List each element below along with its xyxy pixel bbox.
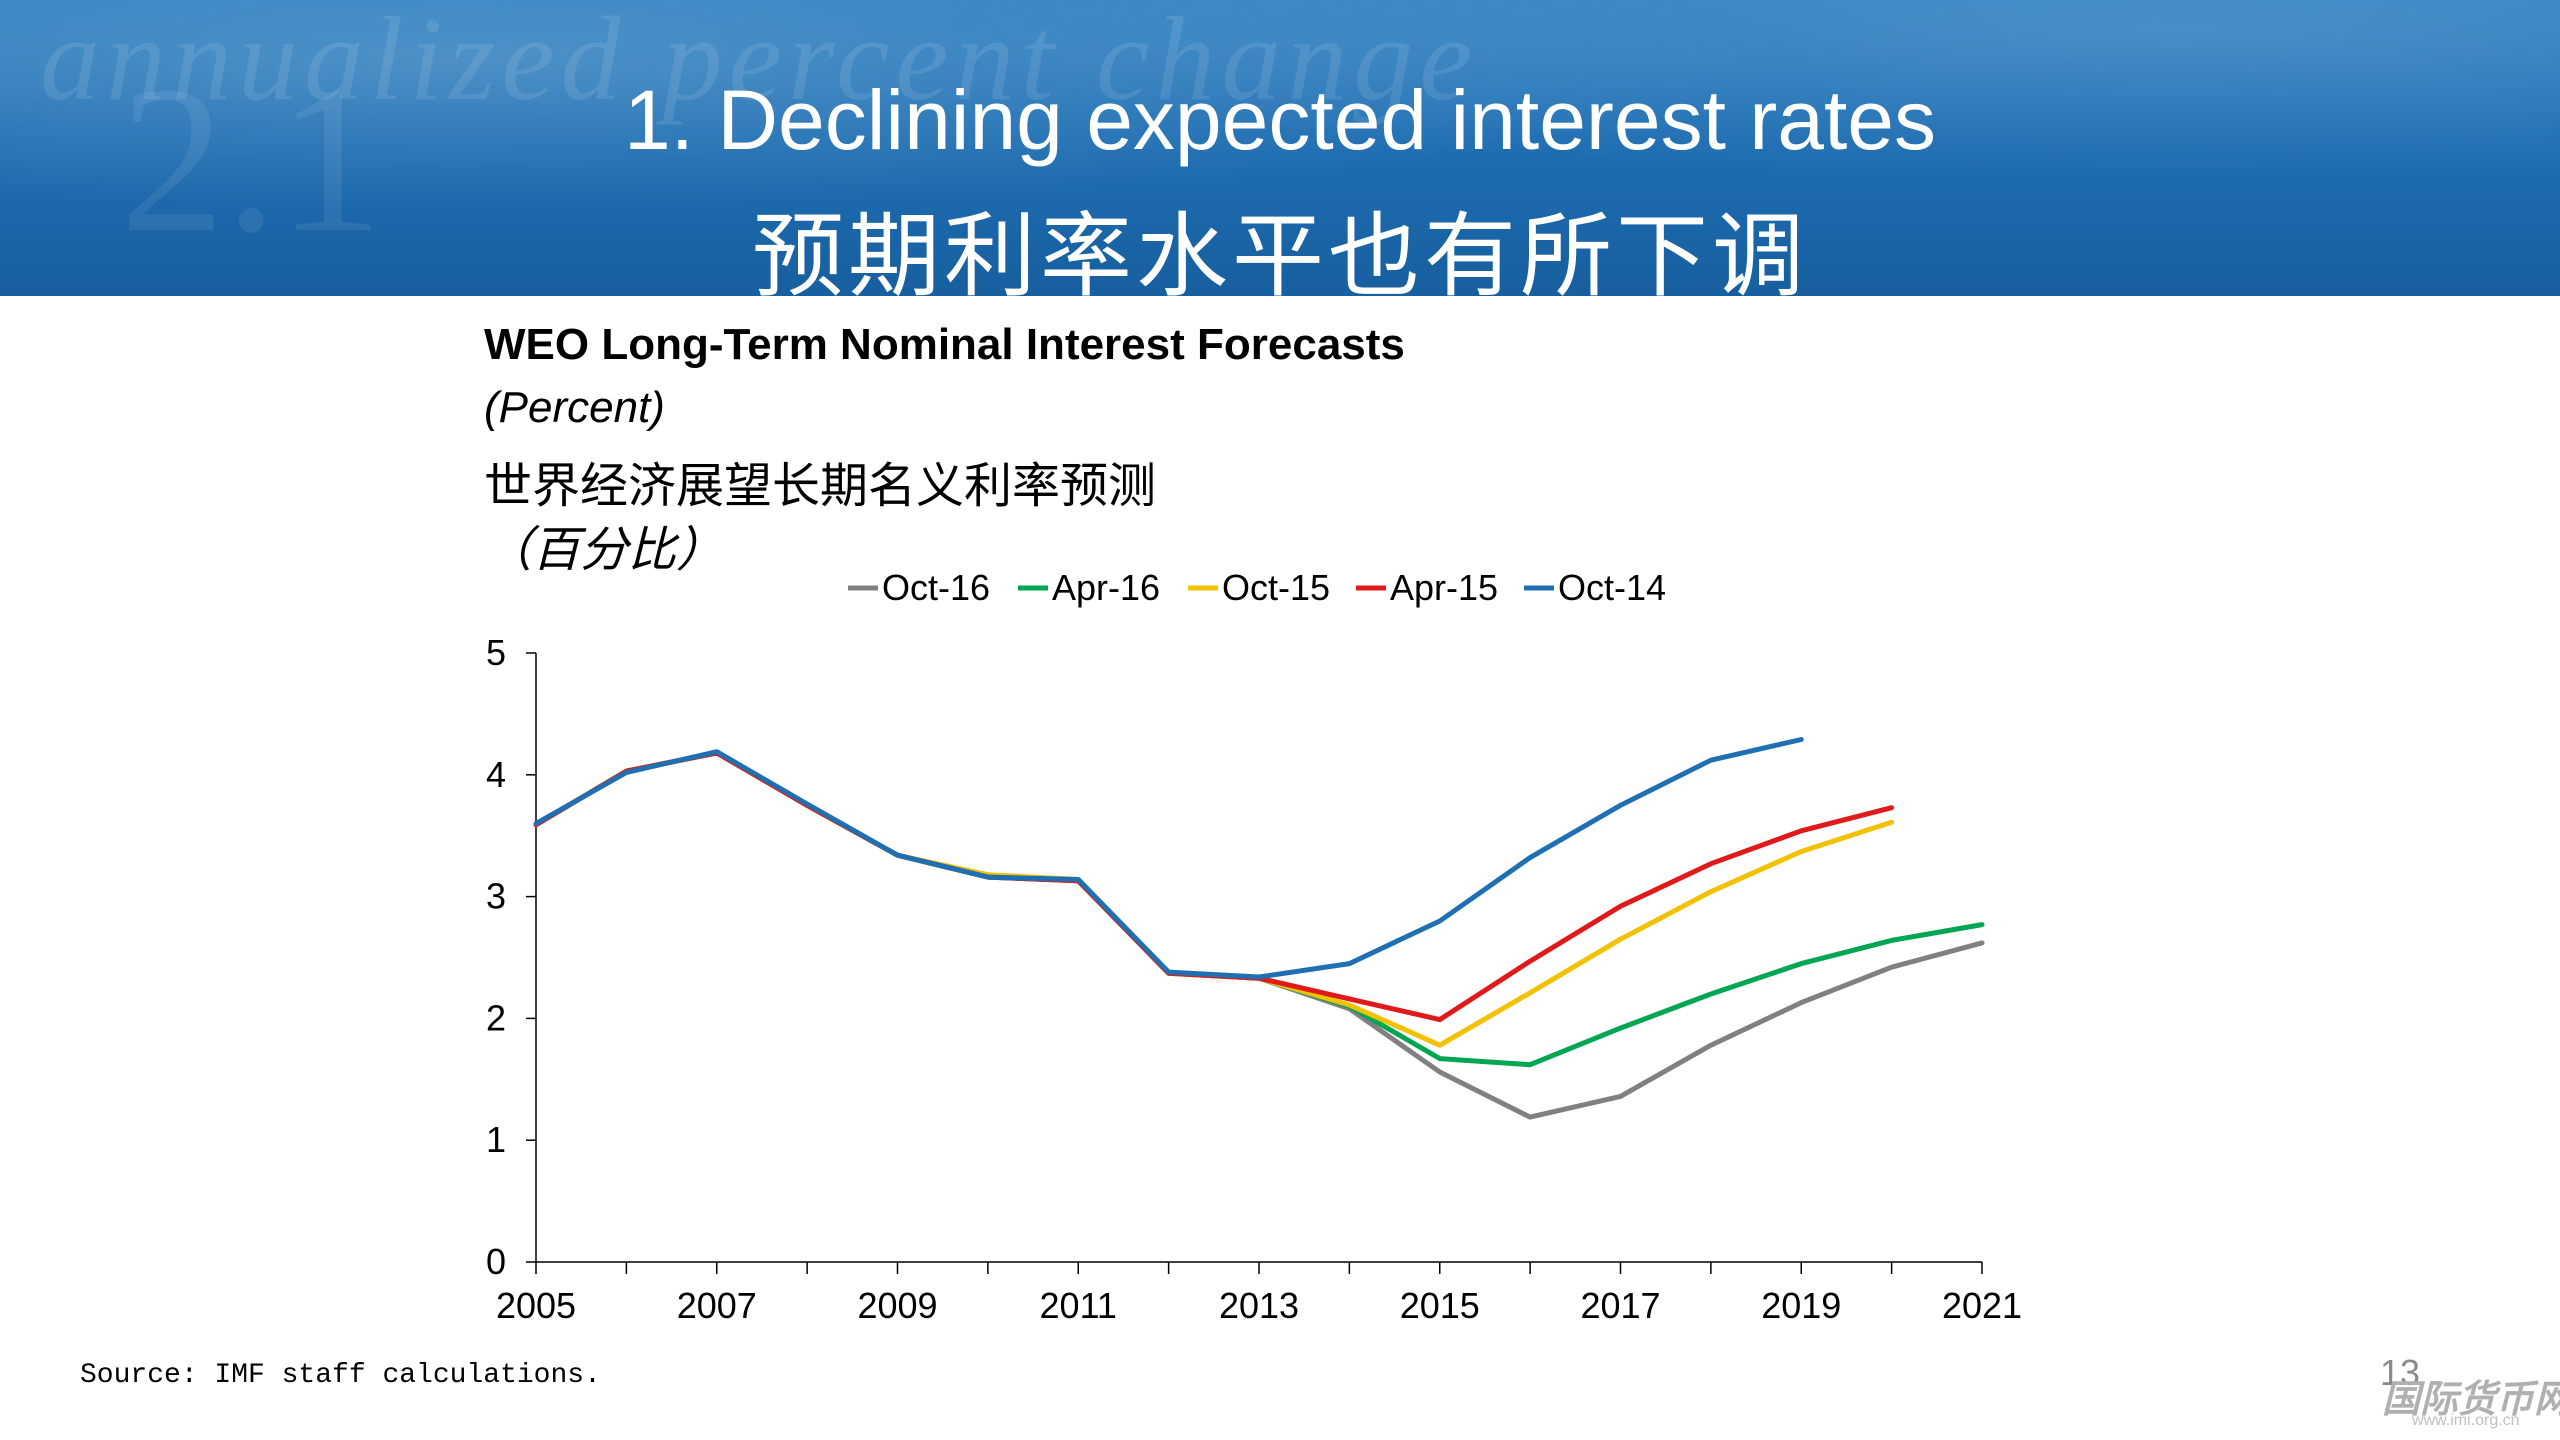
legend-label-oct-15: Oct-15	[1222, 567, 1330, 608]
x-tick-label: 2015	[1400, 1285, 1480, 1326]
series-line-oct-16	[533, 750, 1985, 1120]
x-tick-label: 2007	[677, 1285, 757, 1326]
banner-decoration-number: 2.1	[120, 44, 383, 276]
series-line-apr-15	[533, 750, 1895, 1023]
chart-unit: (Percent)	[484, 383, 665, 432]
x-tick-label: 2005	[496, 1285, 576, 1326]
legend-label-oct-14: Oct-14	[1558, 567, 1666, 608]
source-note: Source: IMF staff calculations.	[80, 1360, 601, 1391]
y-tick-label: 4	[486, 754, 506, 795]
page-number: 13	[2380, 1352, 2421, 1393]
slide-title-chinese: 预期利率水平也有所下调	[751, 203, 1808, 296]
x-tick-label: 2019	[1761, 1285, 1841, 1326]
y-tick-label: 3	[486, 876, 506, 917]
logo-url: www.imi.org.cn	[2412, 1412, 2520, 1429]
chart-title: WEO Long-Term Nominal Interest Forecasts	[484, 320, 1405, 369]
logo-text: 国际货币网	[2382, 1376, 2560, 1421]
legend-label-apr-16: Apr-16	[1052, 567, 1160, 608]
legend-label-apr-15: Apr-15	[1390, 567, 1498, 608]
y-tick-label: 1	[486, 1119, 506, 1160]
series-line-oct-14	[533, 737, 1804, 980]
y-tick-label: 2	[486, 997, 506, 1038]
slide-title-english: 1. Declining expected interest rates	[623, 73, 1937, 167]
chart-series	[533, 737, 1985, 1120]
banner-decoration-text: annualized percent change	[40, 0, 1479, 125]
x-tick-label: 2009	[857, 1285, 937, 1326]
chart-axes: 0 1 2 3 4 5 2005 2007 2009 2011 2013 2015 2017 2019 20…	[486, 632, 2022, 1326]
x-tick-label: 2021	[1942, 1285, 2022, 1326]
x-tick-label: 2011	[1040, 1285, 1117, 1326]
watermark-logo: 国际货币网 www.imi.org.cn	[2382, 1368, 2560, 1429]
x-tick-label: 2013	[1219, 1285, 1299, 1326]
title-banner: annualized percent change 2.1 1. Declini…	[0, 0, 2560, 296]
legend-label-oct-16: Oct-16	[882, 567, 990, 608]
y-tick-label: 5	[486, 632, 506, 673]
x-tick-label: 2017	[1580, 1285, 1660, 1326]
y-tick-label: 0	[486, 1241, 506, 1282]
chart-unit-chinese: （百分比）	[484, 522, 725, 578]
chart-title-chinese: 世界经济展望长期名义利率预测	[484, 458, 1157, 514]
chart-legend: Oct-16 Apr-16 Oct-15 Apr-15 Oct-14	[848, 567, 1666, 608]
